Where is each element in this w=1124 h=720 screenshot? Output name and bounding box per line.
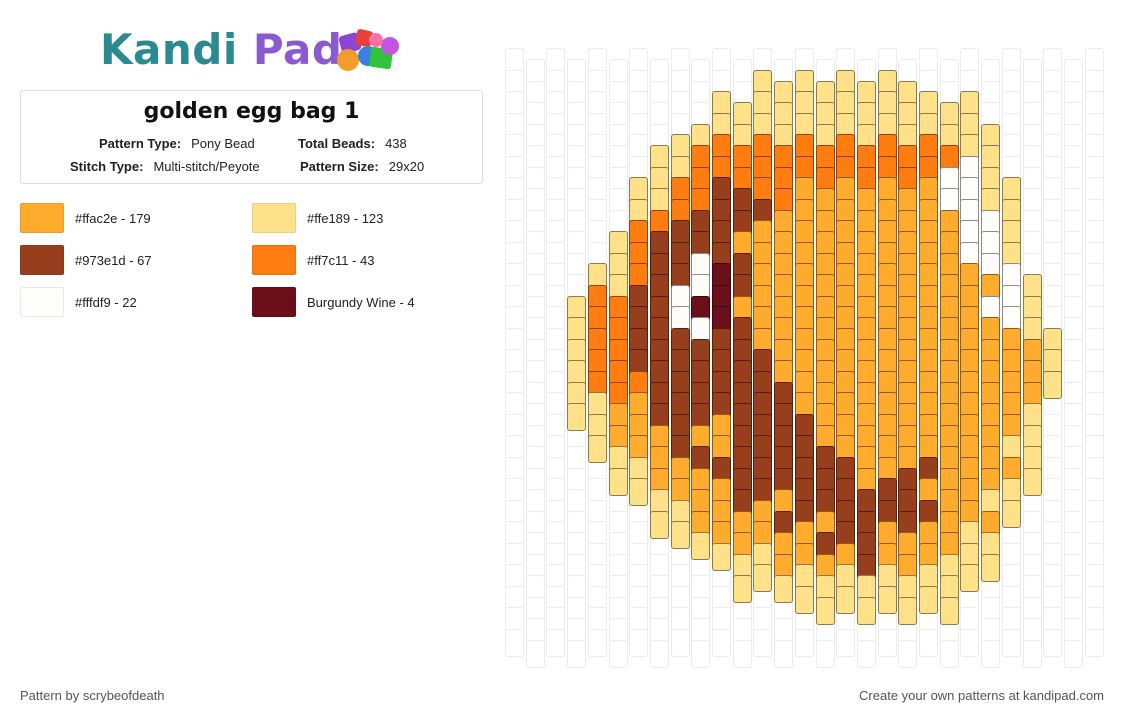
pattern-type-label: Pattern Type: bbox=[99, 136, 182, 151]
bead bbox=[691, 532, 710, 560]
logo-word-pad: Pad bbox=[252, 25, 343, 74]
empty-bead-slot bbox=[981, 640, 1000, 668]
legend-label: Burgundy Wine - 4 bbox=[307, 295, 415, 310]
bead bbox=[836, 586, 855, 614]
empty-bead-slot bbox=[505, 629, 524, 657]
bead bbox=[629, 478, 648, 506]
legend-label: #ff7c11 - 43 bbox=[307, 253, 375, 268]
color-swatch bbox=[20, 203, 64, 233]
legend-label: #fffdf9 - 22 bbox=[75, 295, 137, 310]
total-beads-value: 438 bbox=[385, 136, 407, 151]
logo-wordmark: Kandi Pad bbox=[100, 24, 342, 76]
empty-bead-slot bbox=[753, 629, 772, 657]
color-swatch bbox=[252, 245, 296, 275]
bead bbox=[878, 586, 897, 614]
empty-bead-slot bbox=[1085, 629, 1104, 657]
empty-bead-slot bbox=[960, 629, 979, 657]
empty-bead-slot bbox=[795, 629, 814, 657]
bead bbox=[857, 597, 876, 625]
empty-bead-slot bbox=[1064, 640, 1083, 668]
empty-bead-slot bbox=[733, 640, 752, 668]
stitch-type-label: Stitch Type: bbox=[70, 159, 144, 174]
total-beads-row: Total Beads: 438 bbox=[298, 136, 407, 151]
empty-bead-slot bbox=[671, 629, 690, 657]
bead bbox=[567, 403, 586, 431]
color-swatch bbox=[20, 245, 64, 275]
empty-bead-slot bbox=[650, 640, 669, 668]
bead bbox=[733, 575, 752, 603]
empty-bead-slot bbox=[691, 640, 710, 668]
bead bbox=[650, 511, 669, 539]
total-beads-label: Total Beads: bbox=[298, 136, 376, 151]
bead bbox=[609, 468, 628, 496]
bead bbox=[1043, 371, 1062, 399]
empty-bead-slot bbox=[629, 629, 648, 657]
pattern-size-row: Pattern Size: 29x20 bbox=[300, 159, 424, 174]
empty-bead-slot bbox=[526, 640, 545, 668]
pattern-size-value: 29x20 bbox=[388, 159, 425, 174]
color-swatch bbox=[20, 287, 64, 317]
pattern-info-card: golden egg bag 1 Pattern Type: Pony Bead … bbox=[20, 90, 483, 184]
empty-bead-slot bbox=[588, 629, 607, 657]
bead bbox=[671, 521, 690, 549]
bead bbox=[774, 575, 793, 603]
empty-bead-slot bbox=[774, 640, 793, 668]
legend-label: #ffe189 - 123 bbox=[307, 211, 384, 226]
pattern-type-row: Pattern Type: Pony Bead bbox=[99, 136, 255, 151]
stitch-type-value: Multi-stitch/Peyote bbox=[153, 159, 260, 174]
empty-bead-slot bbox=[836, 629, 855, 657]
stitch-type-row: Stitch Type: Multi-stitch/Peyote bbox=[70, 159, 260, 174]
bead bbox=[795, 586, 814, 614]
pattern-title: golden egg bag 1 bbox=[143, 99, 360, 124]
bead bbox=[588, 435, 607, 463]
bead bbox=[898, 597, 917, 625]
empty-bead-slot bbox=[712, 629, 731, 657]
bead bbox=[960, 564, 979, 592]
candy-beads-icon bbox=[337, 29, 399, 71]
kandipad-logo[interactable]: Kandi Pad bbox=[100, 24, 410, 76]
bead bbox=[981, 554, 1000, 582]
empty-bead-slot bbox=[609, 640, 628, 668]
empty-bead-slot bbox=[816, 640, 835, 668]
empty-bead-slot bbox=[1043, 629, 1062, 657]
pattern-credit: Pattern by scrybeofdeath bbox=[20, 688, 165, 703]
empty-bead-slot bbox=[898, 640, 917, 668]
bead bbox=[753, 564, 772, 592]
legend-label: #973e1d - 67 bbox=[75, 253, 152, 268]
empty-bead-slot bbox=[1002, 629, 1021, 657]
color-swatch bbox=[252, 287, 296, 317]
kandipad-link[interactable]: Create your own patterns at kandipad.com bbox=[859, 688, 1104, 703]
bead bbox=[940, 597, 959, 625]
empty-bead-slot bbox=[878, 629, 897, 657]
empty-bead-slot bbox=[857, 640, 876, 668]
pattern-type-value: Pony Bead bbox=[191, 136, 255, 151]
bead bbox=[1023, 468, 1042, 496]
bead bbox=[1002, 500, 1021, 528]
bead bbox=[919, 586, 938, 614]
bead bbox=[816, 597, 835, 625]
empty-bead-slot bbox=[1023, 640, 1042, 668]
empty-bead-slot bbox=[567, 640, 586, 668]
empty-bead-slot bbox=[546, 629, 565, 657]
empty-bead-slot bbox=[919, 629, 938, 657]
color-swatch bbox=[252, 203, 296, 233]
empty-bead-slot bbox=[940, 640, 959, 668]
legend-label: #ffac2e - 179 bbox=[75, 211, 151, 226]
logo-word-kandi: Kandi bbox=[100, 25, 238, 74]
bead bbox=[712, 543, 731, 571]
pattern-size-label: Pattern Size: bbox=[300, 159, 379, 174]
